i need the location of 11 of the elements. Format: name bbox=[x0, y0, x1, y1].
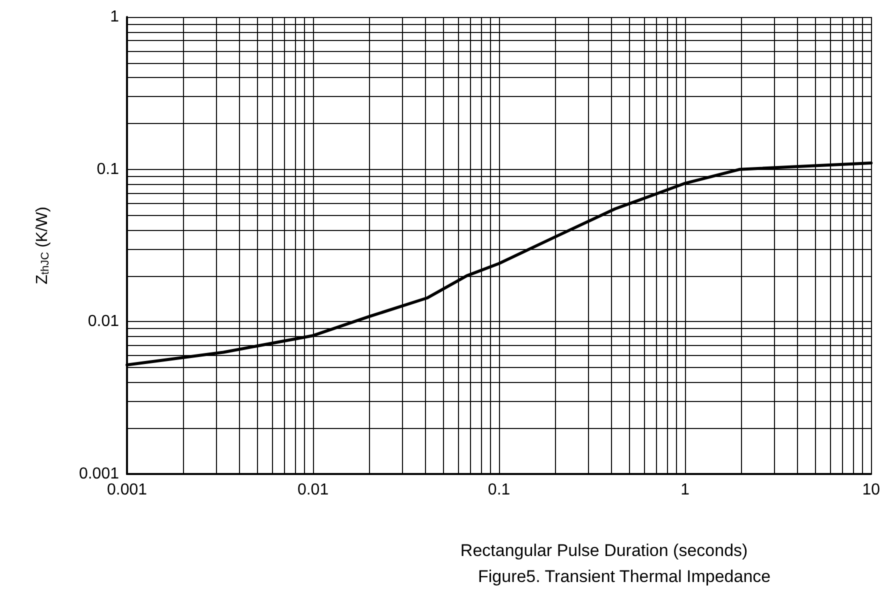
x-tick-label: 0.1 bbox=[488, 482, 510, 498]
x-tick-label: 10 bbox=[862, 482, 880, 498]
y-tick-label: 0.001 bbox=[78, 466, 120, 482]
x-axis-title: Rectangular Pulse Duration (seconds) bbox=[460, 541, 748, 560]
x-tick-label: 1 bbox=[680, 482, 690, 498]
y-tick-label: 0.1 bbox=[96, 160, 120, 178]
x-tick-label: 0.01 bbox=[297, 482, 329, 498]
y-tick-label: 1 bbox=[110, 8, 120, 26]
caption: Figure5. Transient Thermal Impedance bbox=[478, 567, 771, 586]
y-axis-title: ZthJC (K/W) bbox=[34, 206, 52, 284]
y-tick-label: 0.01 bbox=[88, 313, 120, 330]
